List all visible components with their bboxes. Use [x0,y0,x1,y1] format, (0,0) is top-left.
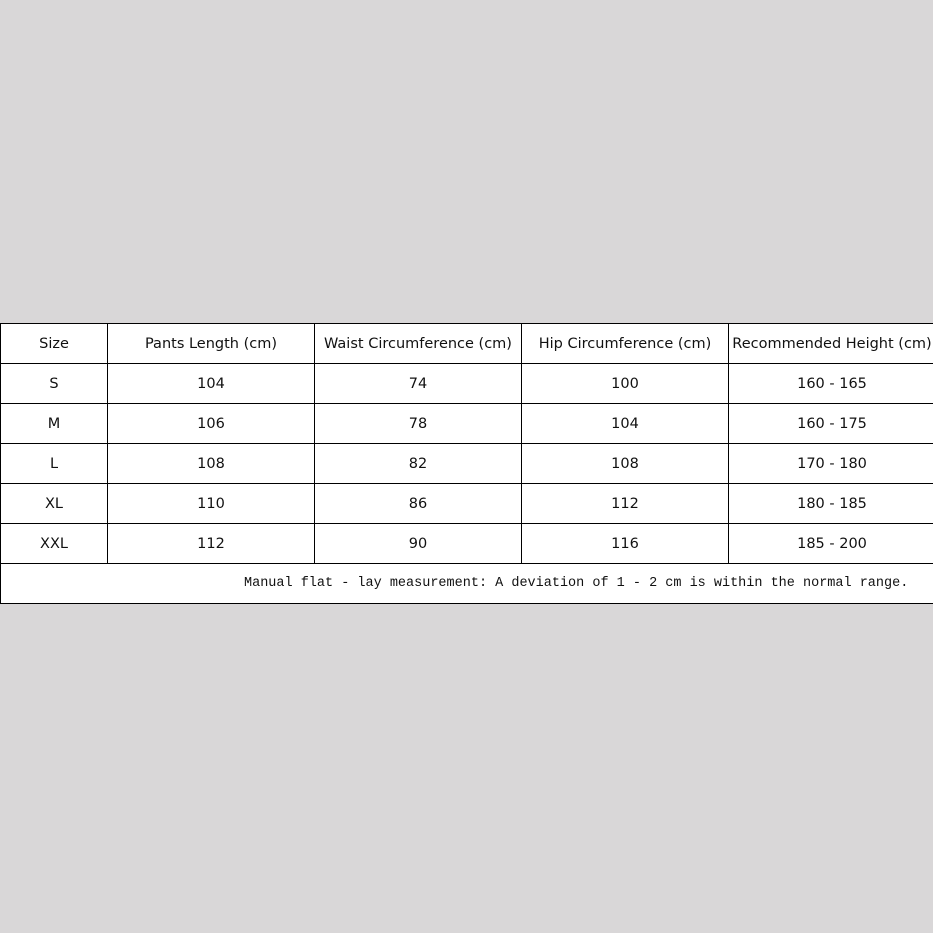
table-cell: 104 [521,403,729,444]
table-cell: L [0,443,108,484]
table-cell: 106 [107,403,315,444]
table-cell: 108 [521,443,729,484]
table-cell: 74 [314,363,522,404]
table-row: S 104 74 100 160 - 165 [0,363,933,404]
header-cell: Size [0,323,108,364]
table-cell: 82 [314,443,522,484]
header-cell: Recommended Height (cm) [728,323,933,364]
size-chart: Size Pants Length (cm) Waist Circumferen… [0,323,933,604]
table-cell: XL [0,483,108,524]
table-cell: S [0,363,108,404]
header-cell: Pants Length (cm) [107,323,315,364]
table-cell: 90 [314,523,522,564]
table-cell: 110 [107,483,315,524]
header-cell: Waist Circumference (cm) [314,323,522,364]
table-cell: 170 - 180 [728,443,933,484]
measurement-note: Manual flat - lay measurement: A deviati… [0,563,933,604]
table-cell: 112 [107,523,315,564]
table-cell: 160 - 175 [728,403,933,444]
table-cell: 108 [107,443,315,484]
table-row: M 106 78 104 160 - 175 [0,403,933,444]
header-cell: Hip Circumference (cm) [521,323,729,364]
table-cell: 112 [521,483,729,524]
table-cell: 78 [314,403,522,444]
table-cell: 160 - 165 [728,363,933,404]
table-cell: 116 [521,523,729,564]
table-cell: 86 [314,483,522,524]
table-cell: 180 - 185 [728,483,933,524]
table-cell: XXL [0,523,108,564]
table-cell: 185 - 200 [728,523,933,564]
table-row: XXL 112 90 116 185 - 200 [0,523,933,564]
table-row: L 108 82 108 170 - 180 [0,443,933,484]
table-cell: M [0,403,108,444]
note-row: Manual flat - lay measurement: A deviati… [0,563,933,604]
size-table: Size Pants Length (cm) Waist Circumferen… [0,323,933,604]
header-row: Size Pants Length (cm) Waist Circumferen… [0,323,933,364]
table-cell: 104 [107,363,315,404]
table-cell: 100 [521,363,729,404]
table-row: XL 110 86 112 180 - 185 [0,483,933,524]
